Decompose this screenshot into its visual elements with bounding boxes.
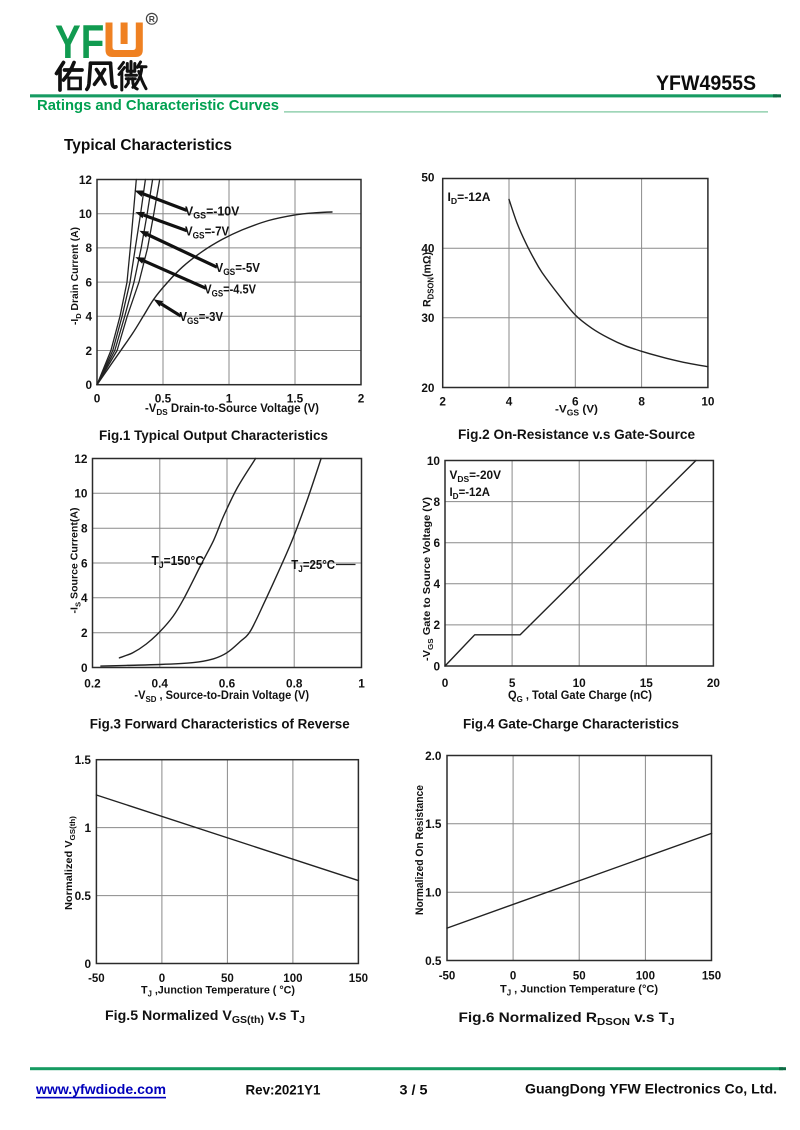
svg-text:2: 2 xyxy=(439,395,446,409)
svg-text:GuangDong YFW Electronics Co,: GuangDong YFW Electronics Co, Ltd. xyxy=(525,1081,777,1097)
svg-text:1: 1 xyxy=(358,677,365,691)
svg-text:4: 4 xyxy=(81,591,88,605)
svg-text:YFW4955S: YFW4955S xyxy=(656,71,756,95)
svg-text:2: 2 xyxy=(85,344,92,358)
svg-text:VGS=-5V: VGS=-5V xyxy=(216,261,261,277)
svg-text:12: 12 xyxy=(79,173,93,187)
svg-text:20: 20 xyxy=(421,381,435,395)
svg-text:10: 10 xyxy=(427,454,441,468)
svg-text:5: 5 xyxy=(509,676,516,690)
svg-text:VGS=-7V: VGS=-7V xyxy=(185,225,230,241)
svg-text:1.0: 1.0 xyxy=(425,885,442,899)
svg-text:8: 8 xyxy=(638,395,645,409)
svg-text:4: 4 xyxy=(433,577,440,591)
svg-text:1.5: 1.5 xyxy=(75,753,92,767)
svg-text:0.4: 0.4 xyxy=(152,677,169,691)
svg-text:1.5: 1.5 xyxy=(287,392,304,406)
svg-text:R: R xyxy=(149,14,155,24)
svg-text:Normalized On Resistance: Normalized On Resistance xyxy=(414,785,426,915)
svg-text:40: 40 xyxy=(421,241,435,255)
svg-text:6: 6 xyxy=(85,275,92,289)
svg-text:TJ=25°C: TJ=25°C xyxy=(291,558,335,574)
svg-text:TJ ,Junction Temperature ( °C): TJ ,Junction Temperature ( °C) xyxy=(141,985,295,999)
svg-text:0: 0 xyxy=(81,661,88,675)
svg-text:RDSON(mΩ): RDSON(mΩ) xyxy=(422,252,436,307)
svg-text:50: 50 xyxy=(573,971,586,983)
svg-text:-VGS Gate to Source Voltage (V: -VGS Gate to Source Voltage (V) xyxy=(422,497,435,661)
svg-text:2: 2 xyxy=(433,618,440,632)
svg-text:2: 2 xyxy=(358,392,365,406)
svg-text:0: 0 xyxy=(159,973,165,985)
svg-text:100: 100 xyxy=(283,973,302,985)
svg-text:-50: -50 xyxy=(88,973,105,985)
svg-text:100: 100 xyxy=(636,971,655,983)
svg-text:0.5: 0.5 xyxy=(75,889,92,903)
svg-text:YF: YF xyxy=(55,16,104,68)
svg-text:3 / 5: 3 / 5 xyxy=(400,1082,428,1098)
svg-text:1: 1 xyxy=(226,392,233,406)
svg-text:ID=-12A: ID=-12A xyxy=(448,190,491,206)
svg-text:0: 0 xyxy=(510,971,516,983)
svg-text:-IS Source Current(A): -IS Source Current(A) xyxy=(70,508,83,614)
svg-text:150: 150 xyxy=(702,971,721,983)
svg-text:0: 0 xyxy=(433,659,440,673)
svg-text:VGS=-3V: VGS=-3V xyxy=(180,310,224,326)
svg-text:VDS=-20V: VDS=-20V xyxy=(450,468,502,484)
svg-text:Fig.5 Normalized VGS(th) v.s T: Fig.5 Normalized V GS(th) v.s TJ xyxy=(105,1008,305,1026)
svg-text:1.5: 1.5 xyxy=(425,817,442,831)
svg-text:4: 4 xyxy=(506,395,513,409)
svg-text:Fig.3 Forward Characteristics: Fig.3 Forward Characteristics of Reverse xyxy=(90,717,350,732)
svg-text:Fig.4 Gate-Charge Characterist: Fig.4 Gate-Charge Characteristics xyxy=(463,717,679,732)
svg-text:ID=-12A: ID=-12A xyxy=(450,485,491,501)
svg-text:TJ , Junction Temperature (°C): TJ , Junction Temperature (°C) xyxy=(500,984,658,998)
svg-text:8: 8 xyxy=(433,495,440,509)
svg-text:50: 50 xyxy=(421,171,435,185)
svg-text:6: 6 xyxy=(433,536,440,550)
svg-text:50: 50 xyxy=(221,973,234,985)
svg-text:4: 4 xyxy=(85,310,92,324)
svg-text:10: 10 xyxy=(573,676,587,690)
svg-text:6: 6 xyxy=(81,556,88,570)
svg-text:20: 20 xyxy=(707,676,721,690)
svg-text:0: 0 xyxy=(442,676,449,690)
svg-text:VGS=-10V: VGS=-10V xyxy=(185,205,240,221)
svg-text:0.5: 0.5 xyxy=(155,392,172,406)
svg-text:30: 30 xyxy=(421,311,435,325)
svg-text:0: 0 xyxy=(84,957,91,971)
svg-text:Ratings and Characteristic Cur: Ratings and Characteristic Curves xyxy=(37,98,279,114)
svg-text:0: 0 xyxy=(85,378,92,392)
svg-text:0.6: 0.6 xyxy=(219,677,236,691)
svg-text:0.2: 0.2 xyxy=(84,677,101,691)
svg-text:-50: -50 xyxy=(439,971,456,983)
svg-text:15: 15 xyxy=(640,676,654,690)
svg-text:1: 1 xyxy=(84,821,91,835)
svg-text:6: 6 xyxy=(572,395,579,409)
svg-text:12: 12 xyxy=(74,452,88,466)
svg-text:QG , Total Gate Charge (nC): QG , Total Gate Charge (nC) xyxy=(508,688,652,704)
svg-text:-VSD , Source-to-Drain Voltage: -VSD , Source-to-Drain Voltage (V) xyxy=(134,688,309,704)
svg-text:0: 0 xyxy=(94,392,101,406)
svg-text:TJ=150°C: TJ=150°C xyxy=(152,554,205,570)
svg-text:Rev:2021Y1: Rev:2021Y1 xyxy=(246,1082,321,1098)
svg-text:0.8: 0.8 xyxy=(286,677,303,691)
svg-text:2: 2 xyxy=(81,626,88,640)
svg-text:10: 10 xyxy=(74,487,88,501)
svg-text:8: 8 xyxy=(81,521,88,535)
svg-text:Typical Characteristics: Typical Characteristics xyxy=(64,137,232,154)
svg-text:-ID Drain Current (A): -ID Drain Current (A) xyxy=(70,227,83,325)
svg-text:2.0: 2.0 xyxy=(425,749,442,763)
svg-text:10: 10 xyxy=(79,207,93,221)
svg-text:VGS=-4.5V: VGS=-4.5V xyxy=(204,282,256,298)
svg-text:Fig.1 Typical Output Character: Fig.1 Typical Output Characteristics xyxy=(99,428,328,443)
svg-text:-VGS (V): -VGS (V) xyxy=(555,404,598,418)
svg-text:www.yfwdiode.com: www.yfwdiode.com xyxy=(35,1081,166,1097)
svg-text:-VDS Drain-to-Source Voltage (: -VDS Drain-to-Source Voltage (V) xyxy=(145,401,319,417)
svg-text:Normalized VGS(th): Normalized VGS(th) xyxy=(64,815,77,910)
svg-text:150: 150 xyxy=(349,973,368,985)
svg-text:10: 10 xyxy=(701,395,715,409)
svg-text:Fig.2 On-Resistance v.s Gate-S: Fig.2 On-Resistance v.s Gate-Source xyxy=(458,427,695,442)
svg-text:8: 8 xyxy=(85,241,92,255)
svg-text:0.5: 0.5 xyxy=(425,954,442,968)
svg-text:Fig.6 Normalized RDSON v.s TJ: Fig.6 Normalized R DSON v.s TJ xyxy=(459,1010,675,1028)
